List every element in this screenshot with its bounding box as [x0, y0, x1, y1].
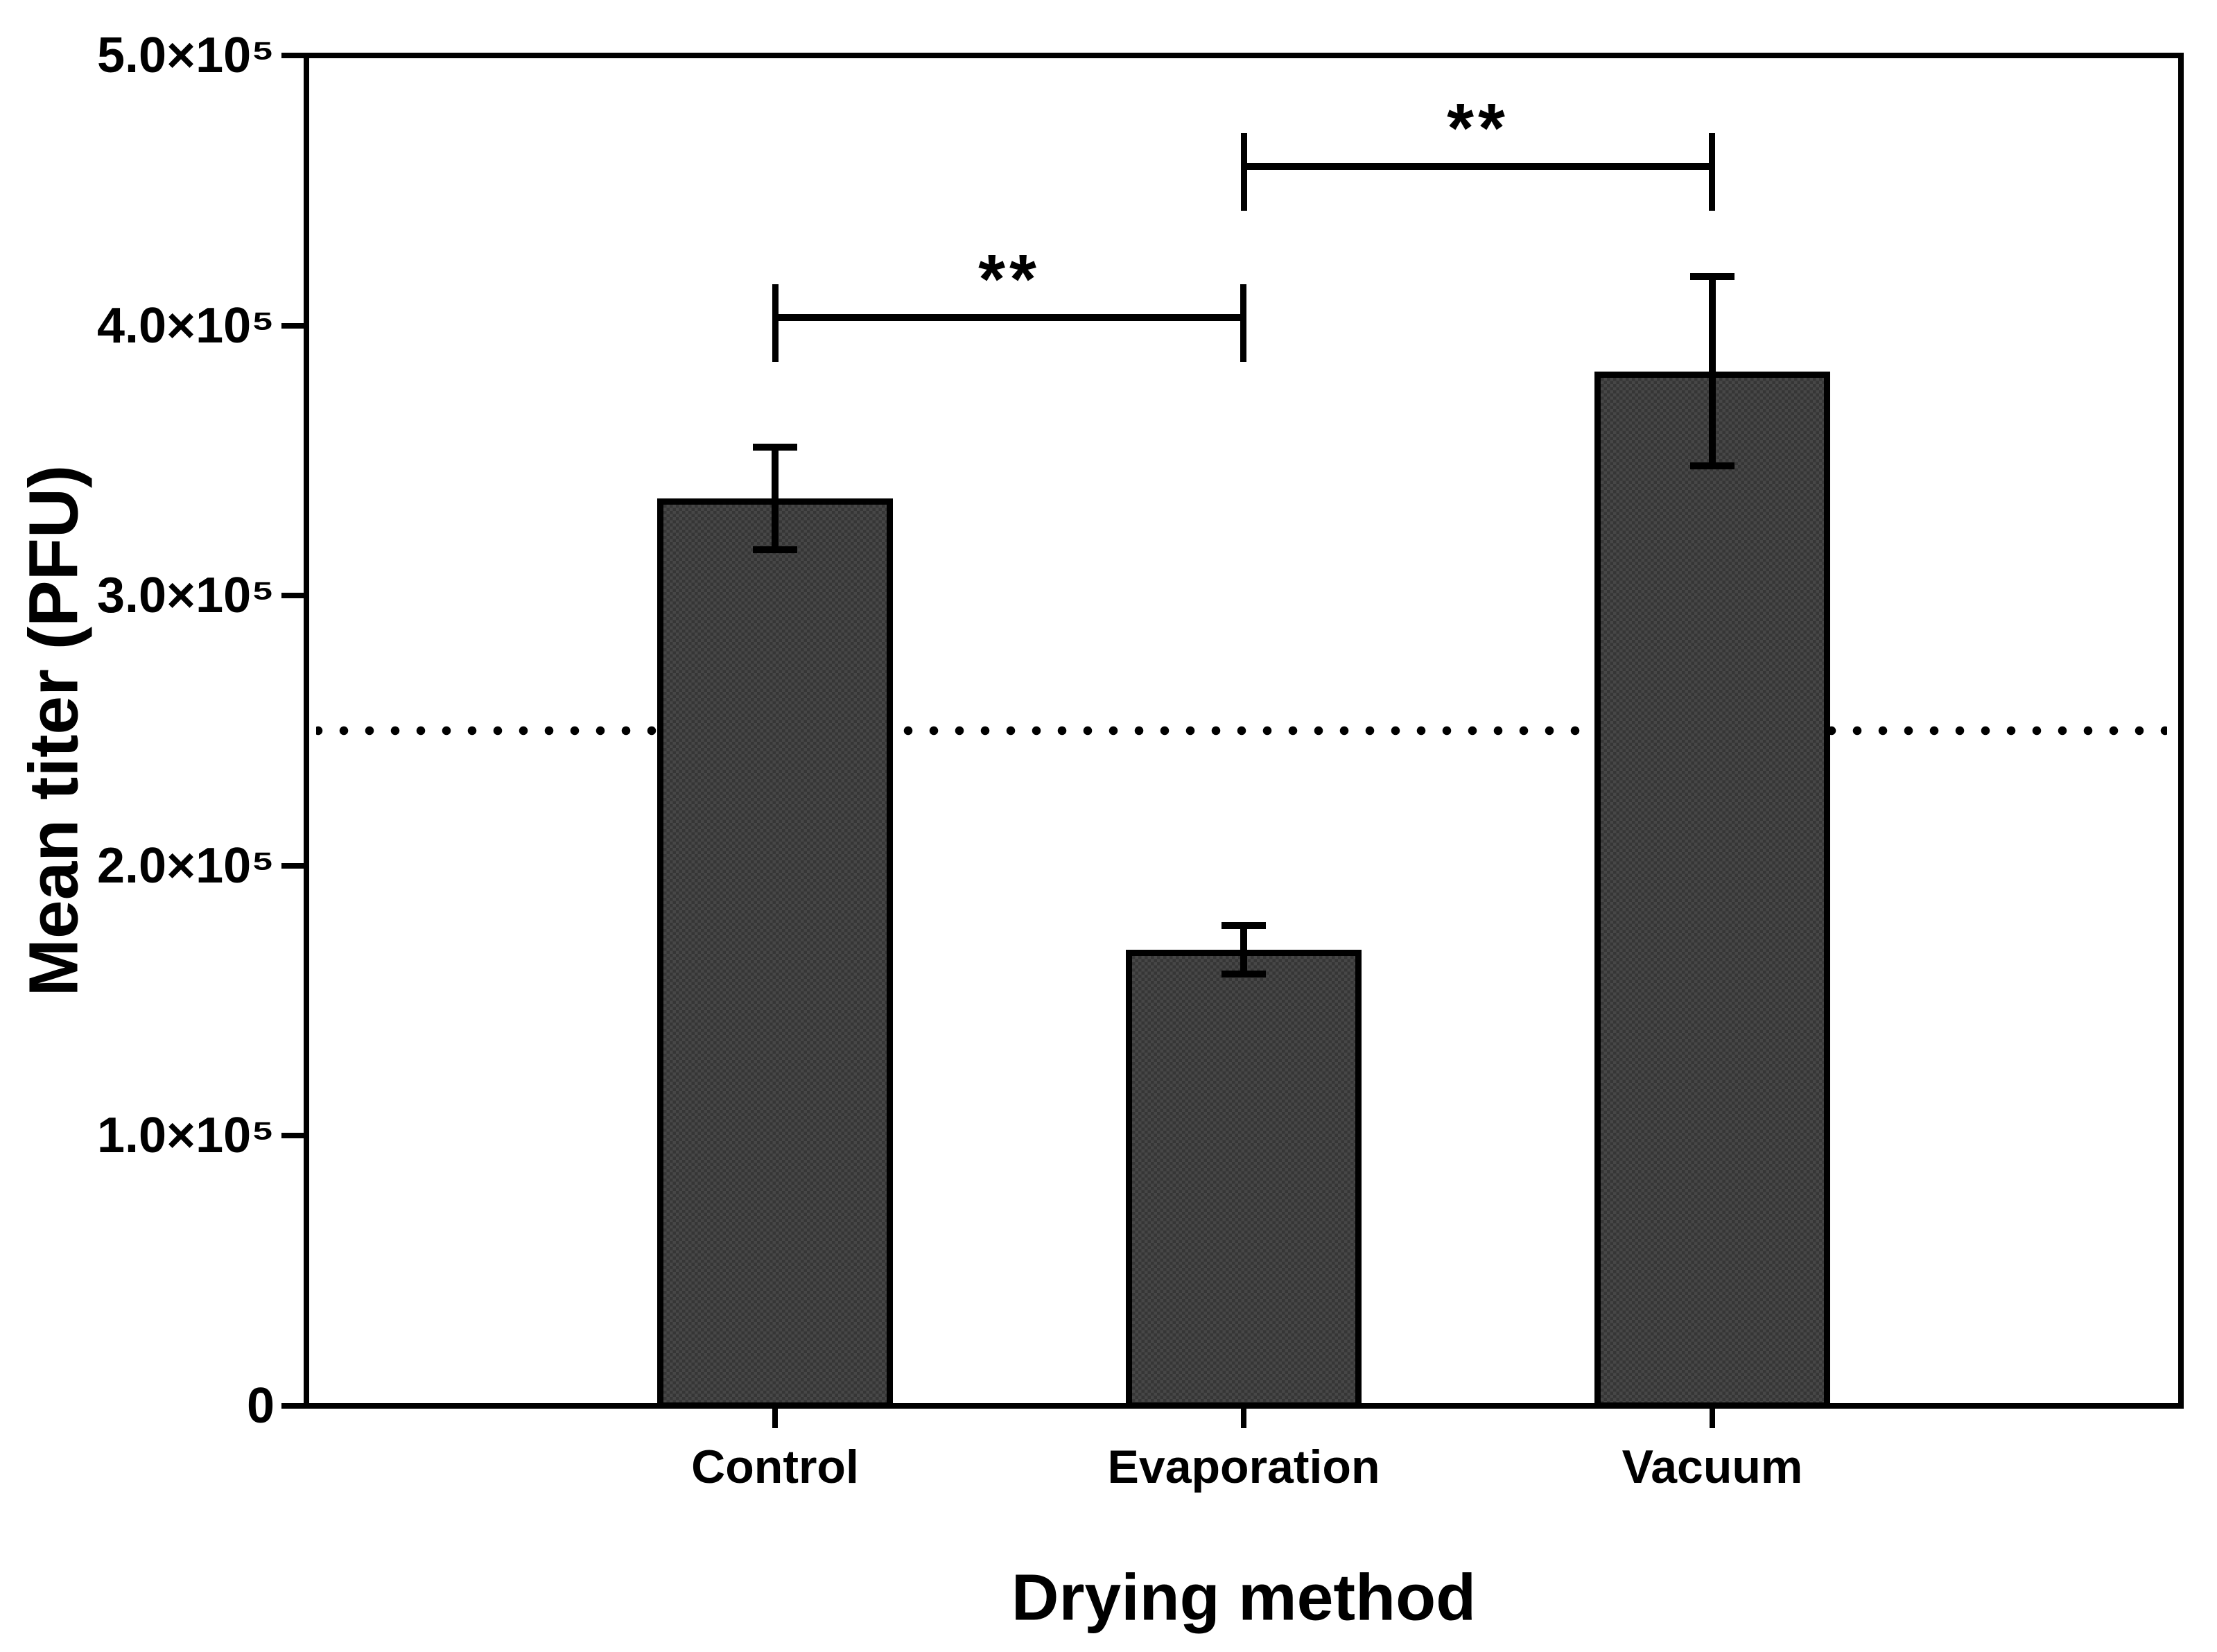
significance-bracket-line-0 — [772, 313, 1246, 321]
y-tick-mark-2 — [281, 862, 306, 869]
x-axis-title: Drying method — [1011, 1560, 1477, 1635]
y-tick-mark-0 — [281, 1403, 306, 1409]
error-bar-cap-bottom-vacuum — [1690, 462, 1735, 470]
x-axis-line — [304, 1403, 2184, 1409]
y-tick-label-5: 5.0×10⁵ — [96, 28, 275, 83]
error-bar-stem-control — [772, 446, 779, 550]
y-tick-mark-1 — [281, 1133, 306, 1139]
y-axis-line — [304, 53, 309, 1409]
significance-bracket-line-1 — [1241, 162, 1715, 170]
bar-evaporation — [1126, 949, 1362, 1409]
y-axis-title: Mean titer (PFU) — [15, 464, 93, 997]
y-tick-mark-5 — [281, 53, 306, 58]
significance-bracket-end-left-1 — [1241, 132, 1247, 211]
x-tick-label-vacuum: Vacuum — [1622, 1441, 1803, 1493]
error-bar-cap-top-vacuum — [1690, 273, 1735, 281]
error-bar-cap-top-evaporation — [1221, 921, 1266, 929]
y-tick-label-2: 2.0×10⁵ — [96, 837, 275, 894]
error-bar-cap-bottom-evaporation — [1221, 970, 1266, 977]
significance-bracket-end-right-1 — [1709, 132, 1715, 211]
x-tick-label-control: Control — [691, 1441, 859, 1493]
y-tick-label-4: 4.0×10⁵ — [96, 297, 275, 354]
error-bar-stem-evaporation — [1240, 925, 1247, 974]
significance-bracket-end-right-0 — [1240, 284, 1246, 362]
y-tick-mark-3 — [281, 593, 306, 599]
x-tick-mark-control — [772, 1409, 778, 1428]
y-tick-label-0: 0 — [246, 1378, 275, 1434]
reference-line — [316, 726, 2167, 736]
top-frame-line — [304, 53, 2184, 58]
x-tick-mark-vacuum — [1710, 1409, 1715, 1428]
significance-label-1: ** — [1447, 89, 1509, 167]
bar-vacuum — [1594, 371, 1830, 1409]
y-tick-label-3: 3.0×10⁵ — [96, 568, 275, 624]
significance-bracket-end-left-0 — [772, 284, 779, 362]
bar-control — [657, 498, 893, 1409]
x-tick-mark-evaporation — [1241, 1409, 1246, 1428]
error-bar-stem-vacuum — [1709, 277, 1716, 467]
error-bar-cap-top-control — [753, 443, 797, 451]
right-frame-line — [2178, 53, 2184, 1409]
y-tick-mark-4 — [281, 322, 306, 329]
plot-area: 0 1.0×10⁵ 2.0×10⁵ 3.0×10⁵ 4.0×10⁵ 5.0×10⁵ Cont… — [97, 28, 2184, 1493]
x-tick-label-evaporation: Evaporation — [1107, 1441, 1380, 1493]
y-tick-label-1: 1.0×10⁵ — [96, 1108, 275, 1164]
error-bar-cap-bottom-control — [753, 546, 797, 553]
significance-label-0: ** — [978, 240, 1041, 318]
